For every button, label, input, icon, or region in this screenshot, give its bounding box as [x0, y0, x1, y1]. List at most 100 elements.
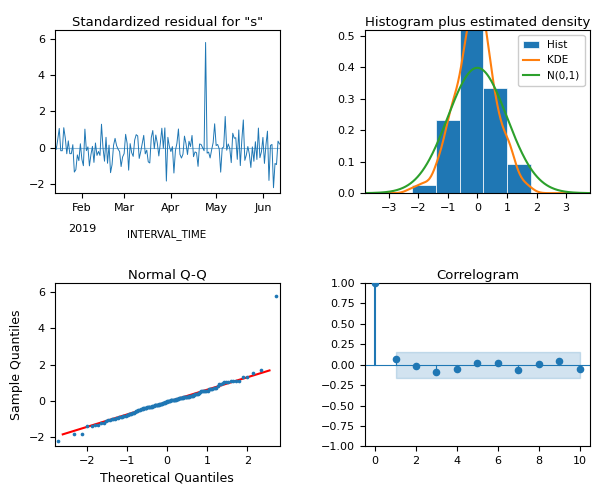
Y-axis label: Sample Quantiles: Sample Quantiles [10, 310, 23, 420]
KDE [501, 128, 508, 134]
Bar [412, 186, 436, 193]
Line: N(0,1): N(0,1) [359, 68, 596, 193]
Point [134, 406, 143, 414]
Point [127, 409, 137, 417]
Point [96, 420, 106, 428]
Point [141, 404, 151, 412]
Point [132, 407, 142, 415]
Point [172, 395, 182, 403]
Point [144, 403, 154, 411]
Point [159, 399, 169, 407]
Point [183, 393, 193, 401]
Point [554, 358, 564, 366]
Point [195, 389, 204, 397]
Point [231, 377, 241, 385]
Point [117, 413, 127, 421]
Point [156, 400, 166, 408]
Point [128, 409, 138, 417]
Point [98, 419, 108, 427]
Point [210, 384, 220, 392]
Point [153, 401, 163, 409]
Point [190, 390, 200, 398]
Point [198, 387, 208, 395]
Point [151, 401, 161, 409]
Point [167, 396, 176, 404]
Point [247, 369, 257, 377]
Point [534, 360, 544, 368]
Title: Histogram plus estimated density: Histogram plus estimated density [365, 15, 590, 29]
Point [158, 399, 168, 407]
Point [411, 363, 421, 371]
Point [120, 412, 130, 420]
Point [219, 378, 229, 386]
Point [206, 385, 216, 393]
Point [120, 412, 130, 420]
Point [432, 368, 441, 376]
Point [113, 414, 123, 422]
Point [179, 393, 188, 401]
Point [161, 398, 171, 406]
Title: Correlogram: Correlogram [436, 269, 519, 282]
KDE [571, 190, 578, 196]
KDE [497, 117, 505, 123]
Point [184, 393, 193, 401]
Point [221, 378, 231, 386]
Point [153, 401, 162, 409]
KDE [356, 190, 364, 196]
Point [204, 385, 213, 393]
Point [137, 405, 147, 413]
Point [176, 394, 185, 402]
Point [164, 397, 173, 405]
Point [166, 396, 176, 404]
N(0,1) [571, 189, 578, 195]
Point [215, 380, 224, 388]
Point [129, 409, 139, 417]
KDE [556, 190, 563, 196]
Point [54, 437, 63, 445]
KDE [474, 0, 482, 5]
Point [161, 398, 170, 406]
N(0,1) [556, 187, 563, 193]
Point [575, 365, 584, 373]
Point [255, 366, 265, 373]
Point [87, 422, 97, 430]
Bar [483, 88, 507, 193]
Title: Standardized residual for "s": Standardized residual for "s" [72, 15, 263, 29]
Point [160, 399, 170, 407]
Point [142, 403, 152, 411]
Point [148, 402, 157, 410]
N(0,1) [473, 65, 480, 71]
Point [137, 405, 147, 413]
Point [103, 416, 112, 424]
Point [185, 392, 195, 400]
Point [193, 389, 202, 397]
KDE [585, 190, 592, 196]
Point [370, 279, 380, 287]
Point [176, 394, 186, 402]
Point [110, 415, 120, 423]
Point [188, 392, 198, 400]
Point [174, 394, 184, 402]
Point [116, 413, 125, 421]
Point [188, 391, 198, 399]
Point [391, 355, 401, 363]
Point [196, 387, 206, 395]
Point [216, 380, 226, 388]
Point [201, 387, 210, 395]
Point [513, 366, 523, 373]
Point [101, 417, 111, 425]
Point [238, 373, 247, 381]
Point [181, 393, 190, 401]
Point [209, 384, 218, 392]
Point [493, 359, 503, 367]
Point [111, 414, 121, 422]
Point [187, 392, 196, 400]
Point [170, 396, 179, 404]
Point [148, 402, 158, 410]
Point [126, 410, 136, 418]
Point [186, 392, 196, 400]
Point [154, 401, 164, 409]
Point [145, 403, 154, 411]
Point [147, 403, 156, 411]
Point [224, 377, 233, 385]
